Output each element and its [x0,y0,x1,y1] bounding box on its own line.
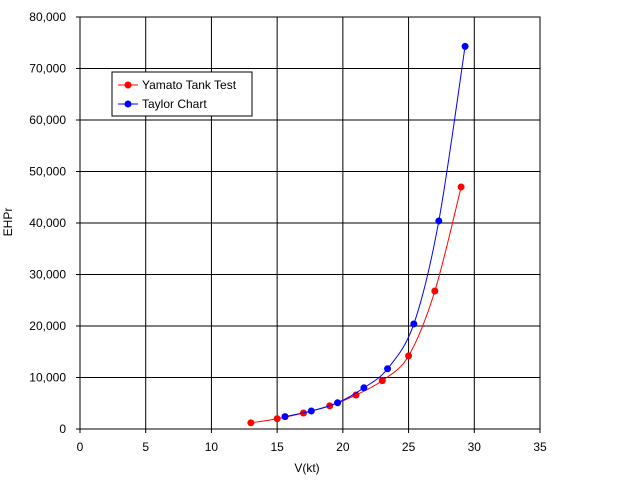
legend-marker [124,100,132,108]
x-axis-label: V(kt) [294,461,319,475]
data-point [334,399,342,407]
x-axis-ticks: 0 5 10 15 20 25 30 35 [77,429,547,454]
data-point [410,320,418,328]
x-tick-label: 10 [205,440,219,454]
data-point [435,217,443,225]
data-point [307,407,315,415]
legend-label: Taylor Chart [142,97,207,111]
legend-box [111,71,253,117]
x-tick-label: 0 [77,440,84,454]
legend-label: Yamato Tank Test [142,78,237,92]
y-axis-ticks: 0 10,000 20,000 30,000 40,000 50,000 60,000 70,… [29,10,80,436]
y-tick-label: 20,000 [29,319,66,333]
data-point [384,365,392,373]
data-point [247,419,255,427]
y-tick-label: 70,000 [29,62,66,76]
data-point [281,413,289,421]
legend: Yamato Tank Test Taylor Chart [111,71,253,117]
series-1 [281,42,469,421]
data-point [378,377,386,385]
series-layer [247,42,469,427]
y-tick-label: 50,000 [29,165,66,179]
y-tick-label: 80,000 [29,10,66,24]
x-tick-label: 30 [468,440,482,454]
data-point [405,352,413,360]
x-tick-label: 25 [402,440,416,454]
data-point [360,384,368,392]
y-tick-label: 0 [59,422,66,436]
data-point [352,391,360,399]
data-point [431,287,439,295]
legend-marker [124,81,132,89]
x-tick-label: 35 [533,440,547,454]
y-tick-label: 60,000 [29,113,66,127]
y-tick-label: 40,000 [29,216,66,230]
y-tick-label: 30,000 [29,268,66,282]
x-tick-label: 5 [142,440,149,454]
data-point [461,42,469,50]
data-point [457,183,465,191]
y-tick-label: 10,000 [29,371,66,385]
x-tick-label: 20 [336,440,350,454]
y-axis-label: EHPr [1,208,15,237]
x-tick-label: 15 [270,440,284,454]
data-point [273,415,281,423]
